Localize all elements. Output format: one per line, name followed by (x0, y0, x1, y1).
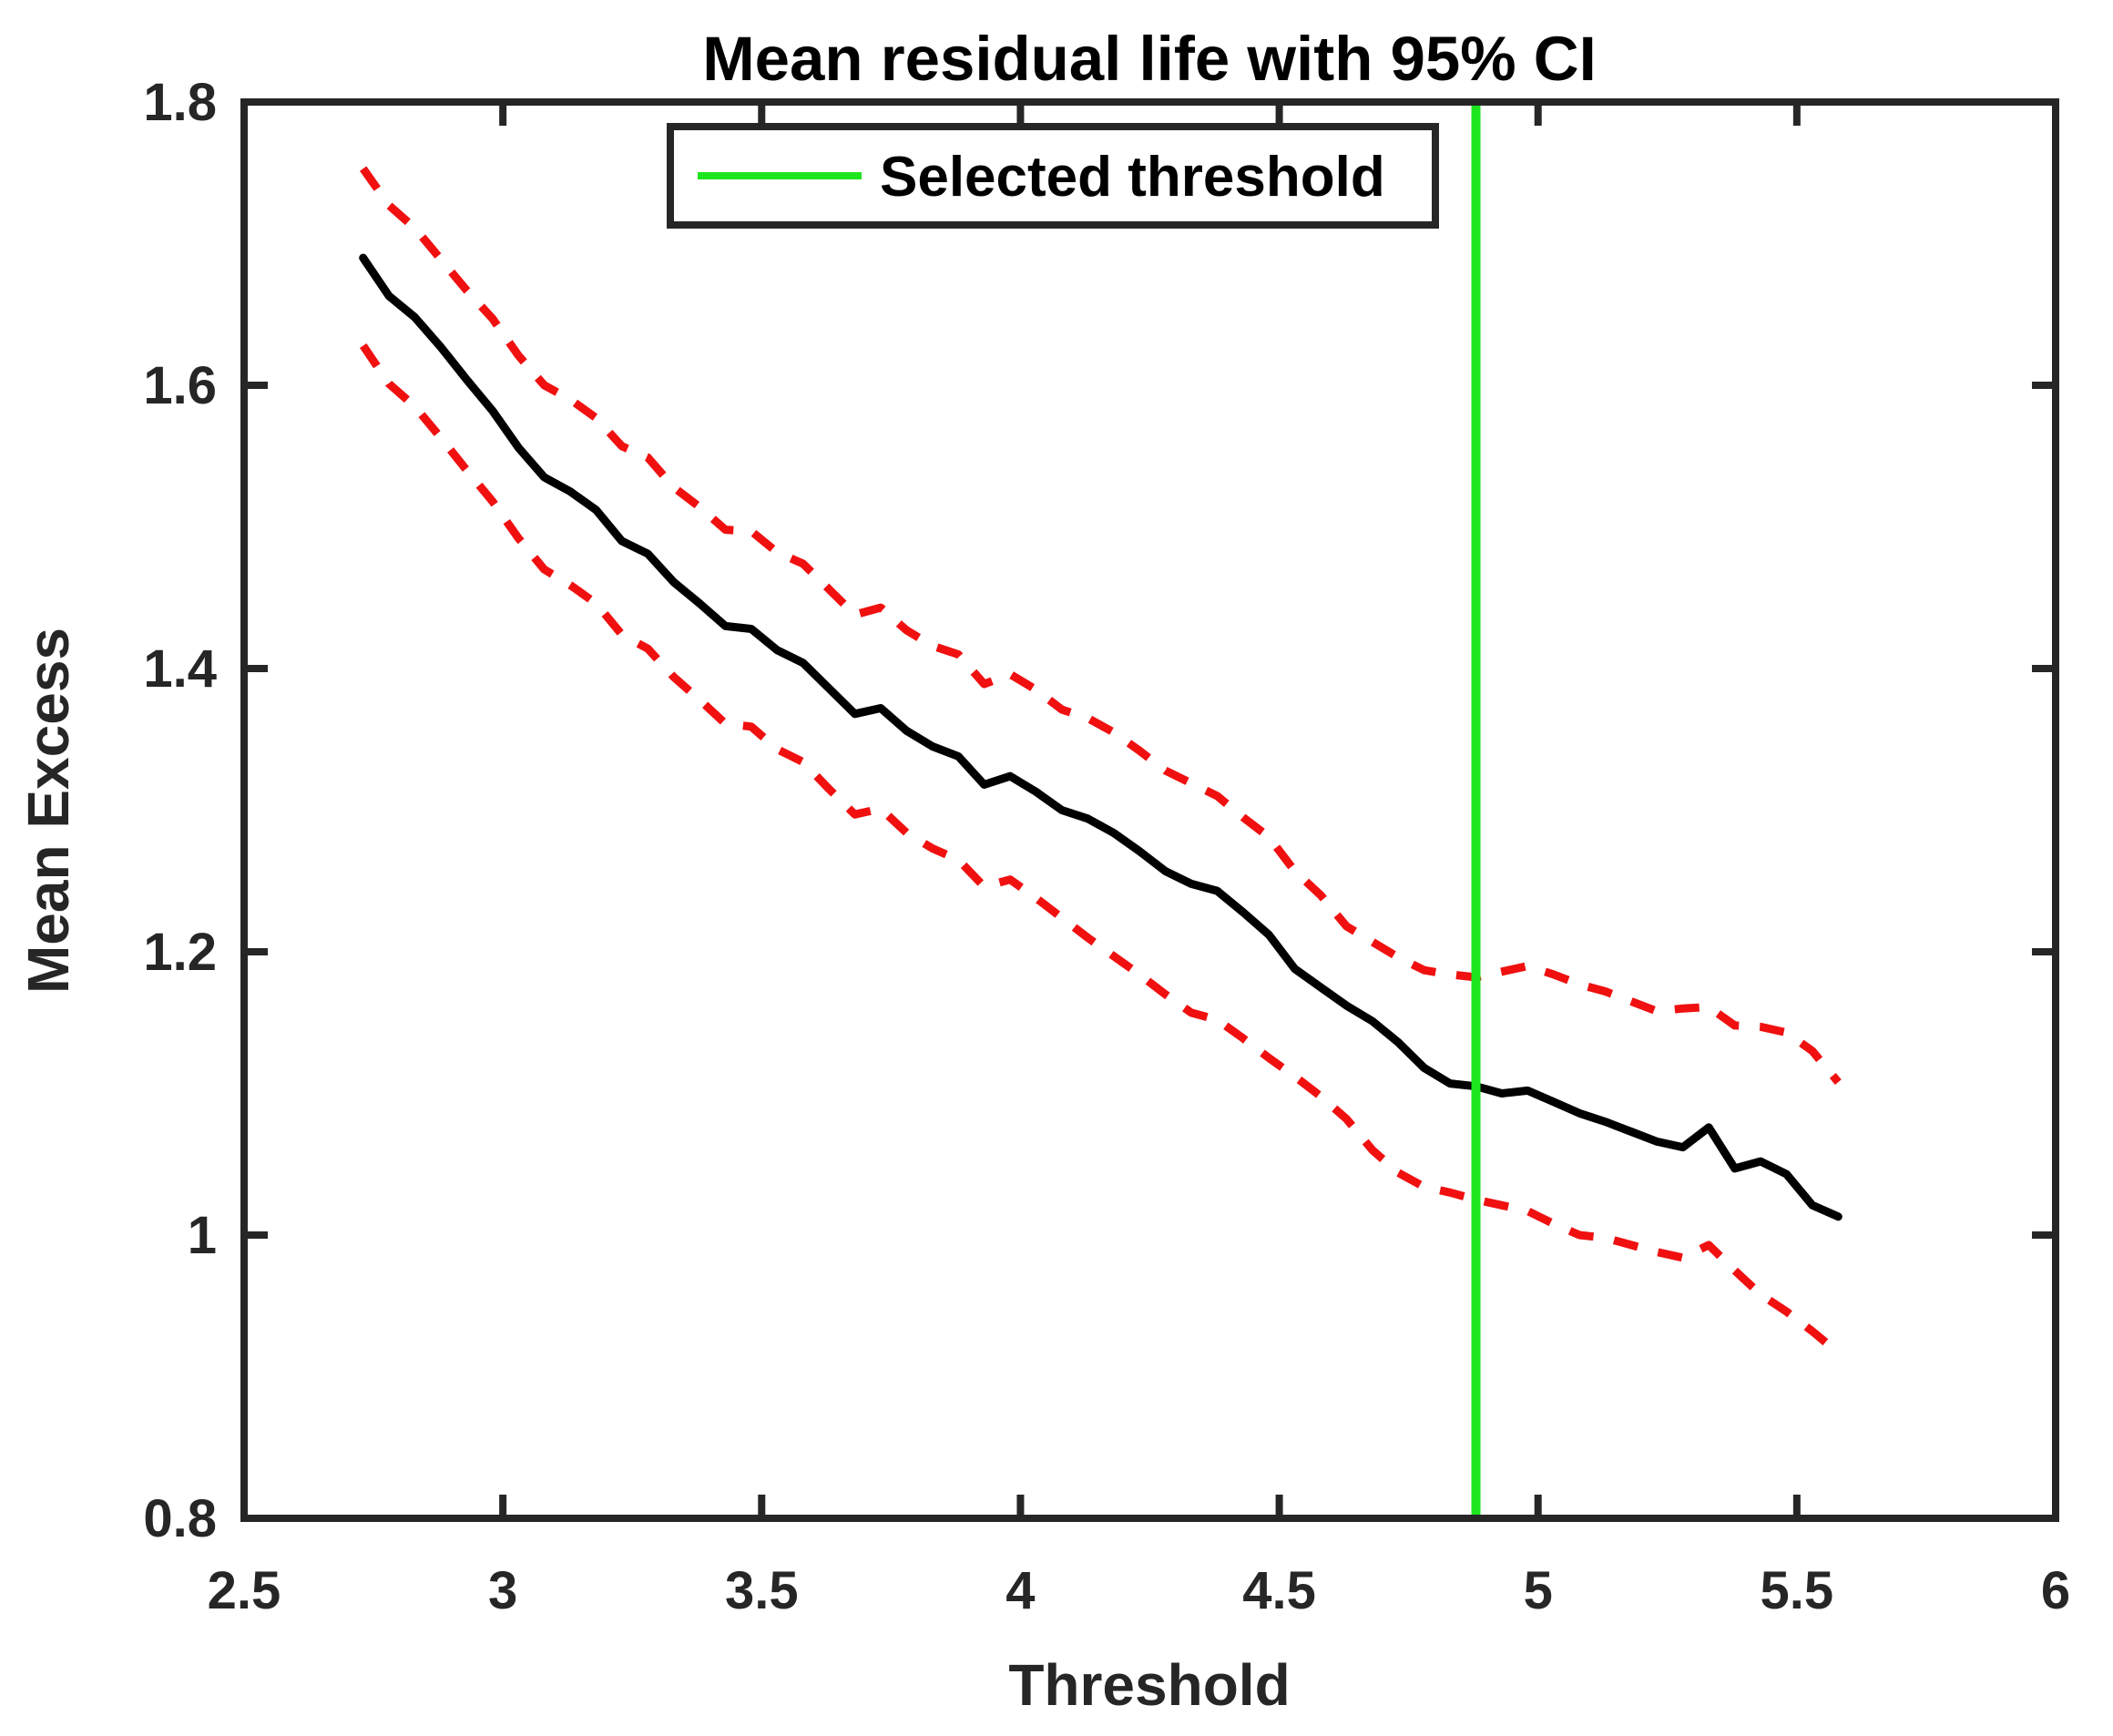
x-tick-label: 4.5 (1242, 1561, 1316, 1620)
y-tick-label: 1.2 (143, 923, 217, 982)
plot-box (240, 98, 2059, 1522)
legend-box: Selected threshold (667, 123, 1439, 229)
y-axis-label: Mean Excess (15, 628, 81, 994)
series-layer (359, 166, 1842, 1356)
y-tick-label: 0.8 (143, 1489, 217, 1548)
series-mean-excess (359, 253, 1842, 1221)
x-axis-label: Threshold (1008, 1652, 1290, 1718)
y-tick-label: 1.8 (143, 73, 217, 132)
y-tick-label: 1 (188, 1206, 217, 1265)
x-tick-label: 5.5 (1761, 1561, 1834, 1620)
legend-threshold-label: Selected threshold (880, 146, 1385, 209)
y-tick-label: 1.4 (143, 639, 217, 699)
series-ci-lower-95 (359, 342, 1842, 1356)
x-tick-label: 4 (1005, 1561, 1035, 1620)
axes-layer (240, 98, 2059, 1522)
x-tick-label: 3 (488, 1561, 517, 1620)
x-tick-label: 6 (2041, 1561, 2070, 1620)
x-tick-label: 2.5 (208, 1561, 281, 1620)
x-tick-label: 3.5 (725, 1561, 799, 1620)
x-tick-label: 5 (1524, 1561, 1553, 1620)
y-tick-label: 1.6 (143, 356, 217, 415)
tick-label-layer: 2.5 3 3.5 4 4.5 5 5.5 6 0.8 1 1.2 1.4 1.6 1.8 (143, 73, 2070, 1620)
chart-title: Mean residual life with 95% CI (702, 24, 1597, 94)
series-ci-upper-95 (360, 166, 1842, 1085)
